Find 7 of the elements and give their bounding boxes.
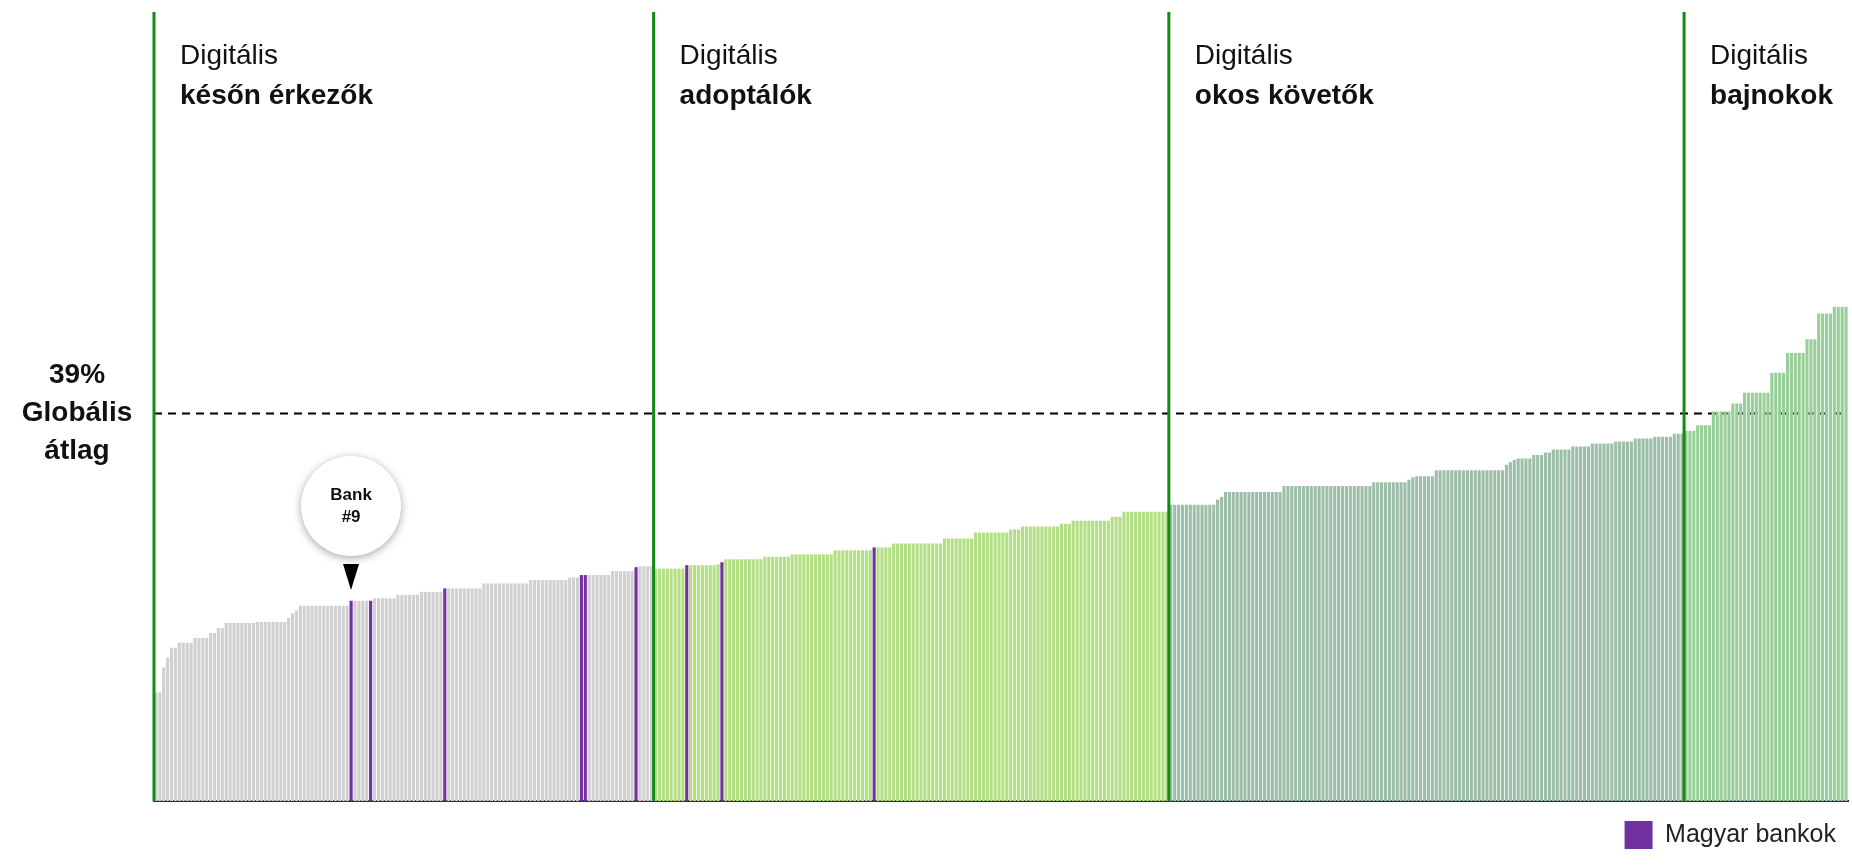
text: Digitális bajnokok xyxy=(1710,39,1834,110)
text: Digitális későn érkezők xyxy=(180,39,374,110)
text: Digitális okos követők xyxy=(1194,39,1375,110)
text: Digitális adoptálók xyxy=(679,39,813,110)
legend-label: Magyar bankok xyxy=(1665,818,1837,847)
annotation: Bank #9 xyxy=(330,483,372,528)
ref-line-label: 39% Globális átlag xyxy=(21,358,133,466)
